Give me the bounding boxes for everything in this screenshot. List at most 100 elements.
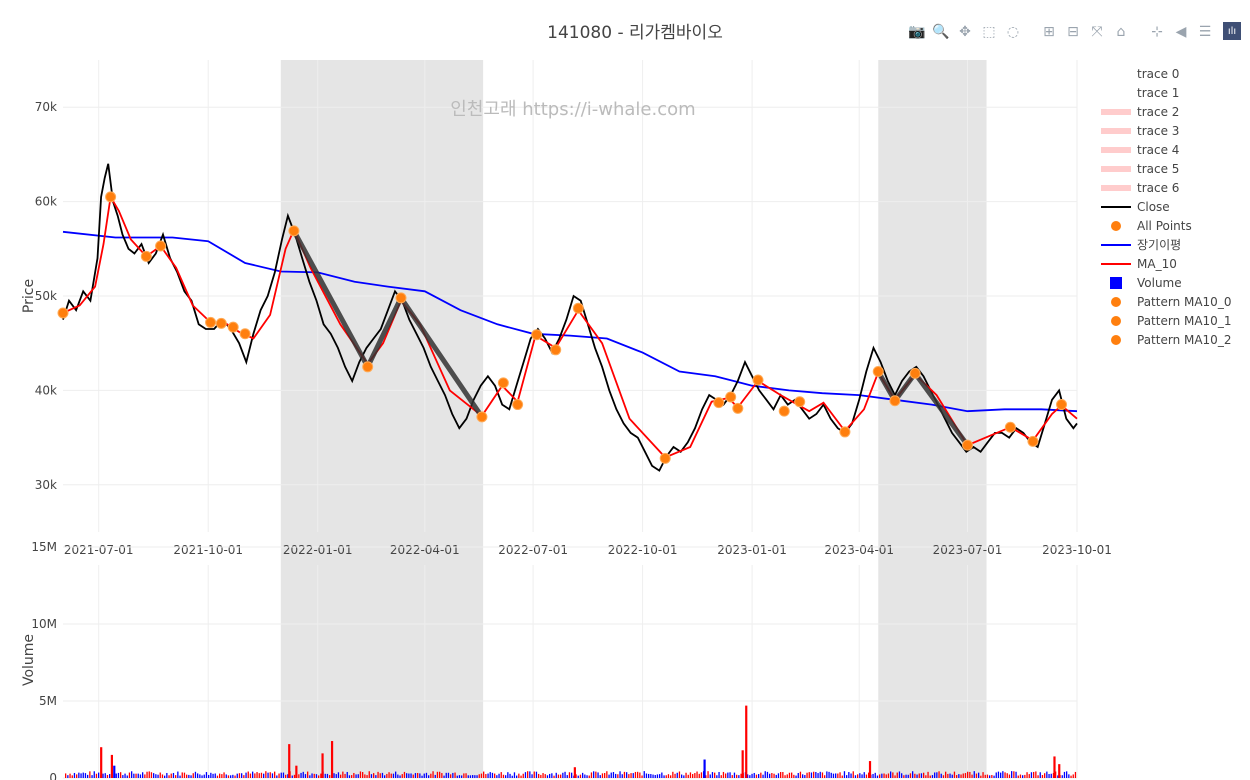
volume-bar [848, 772, 850, 778]
legend[interactable]: trace 0 trace 1 trace 2 trace 3 trace 4 trace… [1101, 67, 1231, 347]
point-marker[interactable] [1004, 421, 1016, 433]
volume-bar [113, 765, 116, 778]
volume-bar [102, 773, 104, 778]
legend-swatch-dot [1111, 316, 1121, 326]
point-marker[interactable] [713, 397, 725, 409]
volume-bar [1061, 775, 1063, 778]
volume-bar [1074, 771, 1077, 778]
point-marker[interactable] [288, 225, 300, 237]
legend-item[interactable]: Pattern MA10_1 [1111, 314, 1231, 328]
point-marker[interactable] [362, 361, 374, 373]
point-marker[interactable] [659, 452, 671, 464]
point-marker[interactable] [752, 374, 764, 386]
legend-item[interactable]: trace 0 [1137, 67, 1179, 81]
volume-bar [894, 775, 896, 778]
legend-item[interactable]: trace 5 [1101, 162, 1179, 176]
price-panel[interactable]: 30k 40k 50k 60k 70k 2021-07-01 2021-10-01 2022-… [21, 60, 1112, 778]
point-marker[interactable] [725, 391, 737, 403]
point-marker[interactable] [778, 405, 790, 417]
volume-bar [643, 771, 645, 778]
volume-bar [71, 775, 73, 778]
volume-bar [773, 773, 775, 778]
point-marker[interactable] [227, 321, 239, 333]
volume-bar [430, 773, 432, 778]
point-marker[interactable] [215, 317, 227, 329]
legend-label: 장기이평 [1137, 238, 1181, 252]
point-marker[interactable] [794, 396, 806, 408]
volume-bar [252, 771, 254, 778]
volume-bar [700, 772, 703, 778]
volume-bar [518, 773, 520, 778]
volume-bar [454, 772, 456, 778]
volume-bar [815, 772, 817, 778]
legend-item[interactable]: trace 4 [1101, 143, 1179, 157]
point-marker[interactable] [497, 377, 509, 389]
volume-bar [967, 771, 969, 778]
volume-bar [223, 772, 225, 778]
legend-item[interactable]: 장기이평 [1101, 238, 1181, 252]
point-marker[interactable] [550, 344, 562, 356]
point-marker[interactable] [140, 250, 152, 262]
point-marker[interactable] [105, 191, 117, 203]
point-marker[interactable] [572, 302, 584, 314]
point-marker[interactable] [889, 395, 901, 407]
volume-bar [571, 772, 573, 778]
point-marker[interactable] [839, 426, 851, 438]
point-marker[interactable] [205, 316, 217, 328]
point-marker[interactable] [476, 411, 488, 423]
legend-item[interactable]: All Points [1111, 219, 1192, 233]
volume-bar [835, 773, 837, 778]
legend-item[interactable]: Close [1101, 200, 1170, 214]
point-marker[interactable] [872, 366, 884, 378]
hover-closest-icon[interactable]: ◀ [1175, 24, 1187, 40]
volume-bar [212, 773, 214, 778]
point-marker[interactable] [57, 307, 69, 319]
volume-bar [909, 773, 912, 778]
zoom-in-icon[interactable]: ⊞ [1043, 24, 1055, 40]
point-marker[interactable] [1027, 435, 1039, 447]
camera-icon[interactable]: 📷 [908, 24, 926, 40]
point-marker[interactable] [239, 328, 251, 340]
point-marker[interactable] [962, 439, 974, 451]
volume-bar [575, 774, 577, 778]
point-marker[interactable] [531, 329, 543, 341]
lasso-icon[interactable]: ◌ [1006, 24, 1020, 40]
volume-bar [973, 771, 975, 778]
spike-lines-icon[interactable]: ⊹ [1151, 24, 1163, 40]
volume-bar [716, 775, 718, 778]
legend-item[interactable]: MA_10 [1101, 257, 1177, 271]
volume-bar [795, 775, 797, 778]
zoom-out-icon[interactable]: ⊟ [1067, 24, 1079, 40]
legend-item[interactable]: trace 6 [1101, 181, 1179, 195]
volume-bar [672, 771, 674, 778]
volume-panel[interactable]: 0 5M 10M 15M Volume [21, 540, 1078, 780]
volume-bar [854, 775, 857, 778]
legend-item[interactable]: trace 1 [1137, 86, 1179, 100]
volume-bar [291, 775, 293, 778]
hover-compare-icon[interactable]: ☰ [1198, 24, 1212, 40]
point-marker[interactable] [909, 367, 921, 379]
plotly-logo-icon[interactable]: ılı [1223, 22, 1241, 40]
volume-bar [412, 774, 414, 778]
point-marker[interactable] [395, 292, 407, 304]
volume-bar [942, 775, 945, 778]
legend-item[interactable]: Volume [1110, 276, 1182, 290]
point-marker[interactable] [732, 402, 744, 414]
volume-bar [399, 775, 401, 778]
point-marker[interactable] [1056, 399, 1068, 411]
volume-bar [876, 775, 879, 778]
legend-item[interactable]: Pattern MA10_0 [1111, 295, 1231, 309]
reset-axes-icon[interactable]: ⌂ [1116, 24, 1126, 40]
point-marker[interactable] [155, 240, 167, 252]
point-marker[interactable] [512, 399, 524, 411]
legend-item[interactable]: Pattern MA10_2 [1111, 333, 1231, 347]
volume-bar [516, 775, 518, 778]
zoom-icon[interactable]: 🔍 [932, 24, 950, 40]
legend-item[interactable]: trace 3 [1101, 124, 1179, 138]
pan-icon[interactable]: ✥ [959, 24, 971, 40]
legend-item[interactable]: trace 2 [1101, 105, 1179, 119]
autoscale-icon[interactable]: ⤧ [1091, 24, 1103, 40]
legend-label: trace 4 [1137, 143, 1179, 157]
volume-bar [964, 773, 967, 778]
box-select-icon[interactable]: ⬚ [982, 24, 996, 40]
